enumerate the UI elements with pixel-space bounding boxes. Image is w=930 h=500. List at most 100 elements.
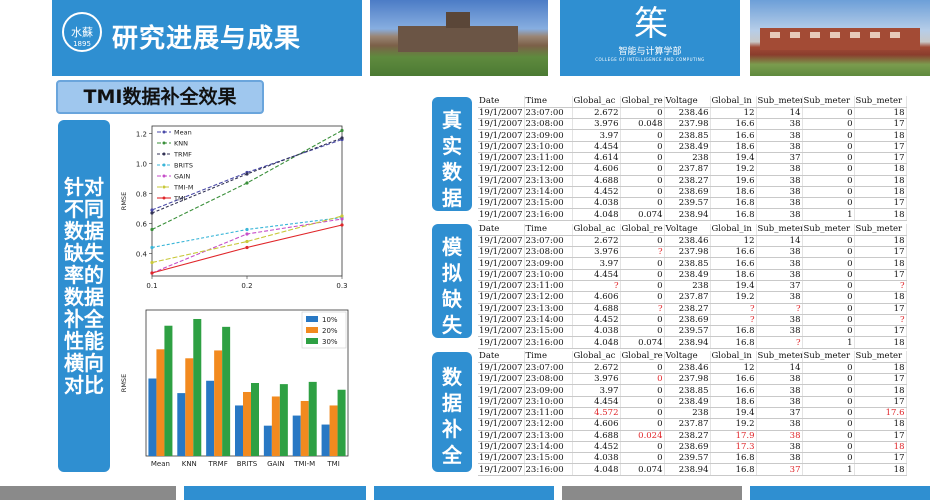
column-header: Date (478, 351, 525, 363)
table-cell: 23:07:00 (524, 235, 573, 248)
column-header: Voltage (664, 351, 711, 363)
table-cell: 17 (854, 373, 907, 386)
table-cell: 19/1/2007 (478, 362, 525, 375)
table-row: 19/1/2007 23:12:00 4.606 0 237.87 19.2 38 0 18 (478, 291, 907, 304)
table-cell: 4.452 (572, 441, 621, 454)
bar (300, 400, 309, 456)
table-cell: 19.4 (710, 407, 757, 420)
table-cell: 238.69 (664, 186, 711, 199)
table-cell: 23:12:00 (524, 163, 573, 176)
label-real-data: 真实数据 (432, 97, 472, 211)
table-cell: 0 (802, 291, 855, 304)
table-cell: 0 (802, 163, 855, 176)
table-cell: 3.976 (572, 118, 621, 131)
table-cell: 4.606 (572, 291, 621, 304)
data-point (340, 128, 344, 133)
column-header: Global_re (620, 351, 665, 363)
column-header: Date (478, 96, 525, 108)
table-cell: 38 (756, 175, 803, 187)
data-point (340, 217, 344, 221)
legend-label: BRITS (174, 162, 193, 170)
table-cell: 0 (620, 163, 665, 176)
table-cell: 238.85 (664, 257, 711, 270)
table-row: 19/1/2007 23:07:00 2.672 0 238.46 12 14 0 18 (478, 235, 907, 248)
legend-label: GAIN (174, 173, 190, 181)
table-cell: 18 (854, 186, 907, 199)
y-axis-label: RMSE (120, 374, 128, 392)
table-cell: 0 (802, 280, 855, 293)
table-row: 19/1/2007 23:08:00 3.976 0 237.98 16.6 38 0 17 (478, 373, 907, 386)
table-cell: 23:09:00 (524, 384, 573, 397)
table-cell: 0 (620, 452, 665, 465)
table-cell: 38 (756, 384, 803, 397)
table-cell: 0 (802, 129, 855, 142)
column-header: Sub_meter (756, 351, 803, 363)
table-cell: 4.606 (572, 163, 621, 176)
table-cell: 0 (802, 362, 855, 375)
data-point (150, 208, 154, 212)
table-cell: 3.976 (572, 246, 621, 259)
label-line: 性能 (64, 329, 104, 353)
label-line: 数 (442, 160, 462, 184)
bar (329, 405, 338, 456)
footer-bar (562, 486, 742, 500)
table-row: 19/1/2007 23:14:00 4.452 0 238.69 17.3 38 0 18 (478, 441, 907, 454)
table-cell: 18 (854, 441, 907, 454)
table-row: 19/1/2007 23:14:00 4.452 0 238.69? 38 0? (478, 314, 907, 327)
table-cell: 4.614 (572, 152, 621, 165)
table-cell: 18 (854, 175, 907, 187)
table-cell: 23:12:00 (524, 418, 573, 431)
table-cell: 19/1/2007 (478, 257, 525, 270)
column-header: Global_ac (572, 96, 621, 108)
table-cell: 4.038 (572, 325, 621, 338)
campus-photo-1 (370, 0, 548, 76)
table-cell: 17 (854, 246, 907, 259)
table-cell: 19/1/2007 (478, 246, 525, 259)
x-tick-label: Mean (151, 460, 170, 468)
line-chart: 0.4 0.6 0.8 1.0 1.2 0.1 0.2 0.3 RMSE Mean KNN TRMF B… (116, 118, 356, 298)
x-tick-label: 0.3 (336, 282, 347, 290)
table-cell: 19/1/2007 (478, 314, 525, 327)
table-cell: 238.94 (664, 336, 711, 349)
table-cell: 23:10:00 (524, 269, 573, 281)
y-tick-label: 1.0 (136, 161, 147, 169)
logo-text: 水蘇 (71, 26, 93, 39)
label-line: 针对 (64, 175, 104, 199)
table-cell: 16.8 (710, 336, 757, 349)
table-cell: 0 (802, 152, 855, 165)
table-row: 19/1/2007 23:11:00 4.614 0 238 19.4 37 0 17 (478, 152, 907, 165)
label-line: 对比 (64, 373, 104, 397)
table-cell: 0 (620, 257, 665, 270)
table-cell: 38 (756, 197, 803, 210)
label-line: 缺失 (64, 241, 104, 265)
table-cell: 18 (854, 384, 907, 397)
data-point (340, 223, 344, 227)
table-cell: 38 (756, 441, 803, 454)
university-logo: 水蘇 1895 (62, 12, 102, 52)
y-tick-label: 0.8 (136, 191, 147, 199)
bar (185, 358, 194, 456)
table-cell: 19/1/2007 (478, 129, 525, 142)
table-row: 19/1/2007 23:12:00 4.606 0 237.87 19.2 38 0 18 (478, 418, 907, 431)
bar (321, 424, 330, 456)
table-cell: 0 (620, 418, 665, 431)
table-cell: 38 (756, 163, 803, 176)
table-cell: 23:15:00 (524, 452, 573, 465)
table-cell: 19/1/2007 (478, 107, 525, 120)
table-cell: 23:08:00 (524, 246, 573, 259)
x-tick-label: BRITS (237, 460, 258, 468)
table-row: 19/1/2007 23:10:00 4.454 0 238.49 18.6 38 0 17 (478, 396, 907, 408)
table-cell: 12 (710, 362, 757, 375)
table-cell: 238 (664, 152, 711, 165)
column-header: Sub_meter (854, 224, 907, 236)
data-point (150, 211, 154, 215)
table-cell: 17.3 (710, 441, 757, 454)
table-cell: 23:11:00 (524, 280, 573, 293)
table-cell: 38 (756, 418, 803, 431)
table-real-data: Date Time Global_ac Global_re Voltage Global_… (478, 96, 907, 221)
table-cell: 19.2 (710, 418, 757, 431)
table-cell: 237.98 (664, 373, 711, 386)
table-cell: 0 (620, 235, 665, 248)
table-cell: 23:09:00 (524, 257, 573, 270)
table-cell: ? (756, 303, 803, 315)
